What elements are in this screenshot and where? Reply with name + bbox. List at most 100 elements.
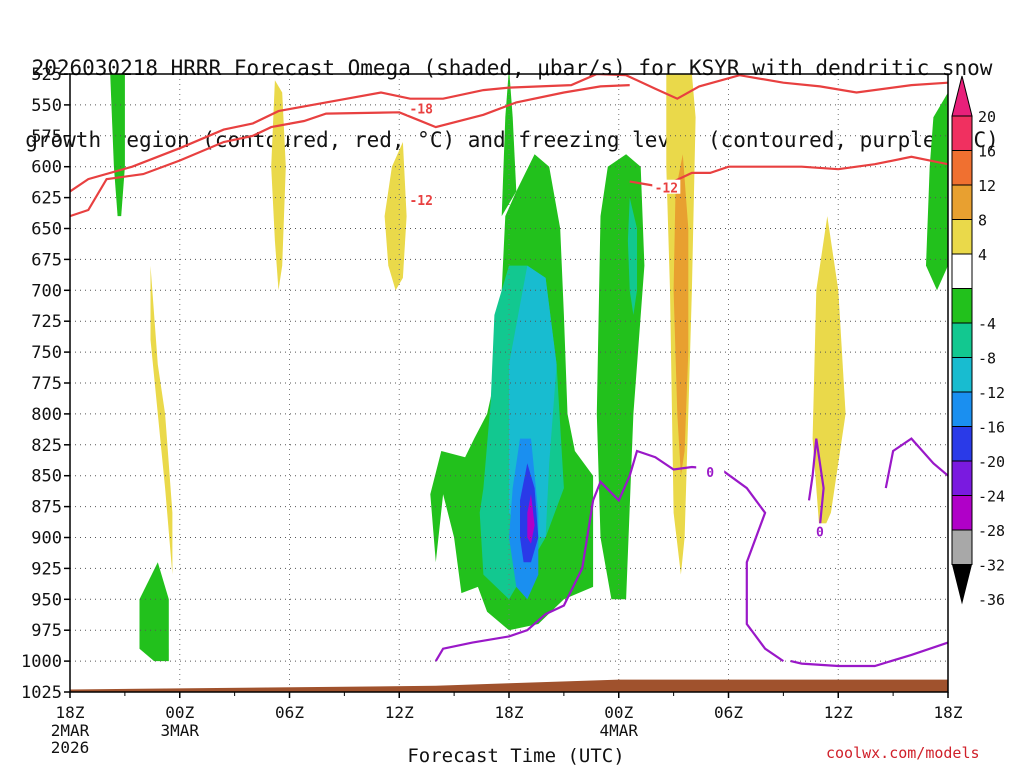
chart-title-line1: 2026030218 HRRR Forecast Omega (shaded, … <box>31 56 993 80</box>
omega-region-green-post-0z <box>596 154 645 600</box>
terrain-fill <box>70 679 948 692</box>
colorbar-bin <box>951 150 973 186</box>
x-tick-label: 06Z <box>275 703 304 722</box>
x-tick-label: 06Z <box>714 703 743 722</box>
colorbar-bin <box>951 391 973 427</box>
omega-region-yellow-06z <box>271 80 286 291</box>
colorbar-bin <box>951 115 973 151</box>
colorbar-label: 12 <box>978 177 996 195</box>
contour-label-bg <box>407 192 436 207</box>
omega-region-orange-post-0z <box>673 154 689 476</box>
contour-label: -18 <box>409 103 433 118</box>
y-tick-label: 625 <box>31 189 62 209</box>
y-tick-label: 975 <box>31 621 62 641</box>
colorbar-bin <box>951 495 973 531</box>
x-tick-label: 18Z <box>56 703 85 722</box>
y-tick-label: 800 <box>31 405 62 425</box>
x-tick-label: 00Z <box>165 703 194 722</box>
contour-label-bg <box>407 100 436 115</box>
credit-text: coolwx.com/models <box>826 744 980 762</box>
y-tick-label: 850 <box>31 467 62 487</box>
freezing-contour <box>434 449 785 663</box>
colorbar-bin <box>951 357 973 393</box>
omega-region-green-low-left <box>139 562 169 662</box>
axes: 525 550 575 600 625 650 675 700 725 750 775 800 825 8… <box>21 65 963 757</box>
colorbar-label: -32 <box>978 557 1005 575</box>
colorbar-label: 20 <box>978 108 996 126</box>
chart-title: 2026030218 HRRR Forecast Omega (shaded, … <box>0 8 1024 176</box>
y-tick-label: 575 <box>31 127 62 147</box>
y-tick-label: 1000 <box>21 652 62 672</box>
x-tick-label: 18Z <box>495 703 524 722</box>
colorbar-bin <box>951 426 973 462</box>
colorbar-bin <box>951 460 973 496</box>
omega-region-teal-post-0z <box>627 197 637 315</box>
y-tick-label: 950 <box>31 590 62 610</box>
colorbar-label: -12 <box>978 384 1005 402</box>
colorbar-label: -20 <box>978 453 1005 471</box>
colorbar-bin <box>951 253 973 289</box>
colorbar-bin <box>951 288 973 324</box>
omega-region-green-plume-top <box>501 74 517 217</box>
x-tick-year: 2026 <box>51 738 90 757</box>
x-tick-label: 18Z <box>934 703 963 722</box>
y-tick-label: 525 <box>31 65 62 85</box>
y-tick-label: 1025 <box>21 683 62 703</box>
y-tick-label: 875 <box>31 498 62 518</box>
colorbar-label: 16 <box>978 143 996 161</box>
contour-label: 0 <box>706 466 714 481</box>
omega-region-yellow-early <box>150 265 173 575</box>
omega-region-magenta-core <box>527 494 535 544</box>
y-tick-label: 650 <box>31 220 62 240</box>
y-tick-label: 750 <box>31 343 62 363</box>
colorbar-bin <box>951 322 973 358</box>
colorbar-label: -16 <box>978 419 1005 437</box>
plot-layer: -18 -12 -12 0 0 <box>70 74 948 692</box>
colorbar-label: -28 <box>978 522 1005 540</box>
colorbar-bottom-arrow <box>952 564 972 605</box>
y-tick-label: 675 <box>31 250 62 270</box>
x-tick-date: 3MAR <box>160 721 199 740</box>
colorbar-label: 8 <box>978 212 987 230</box>
contour-label-bg <box>652 179 681 194</box>
contour-label-bg <box>696 463 725 478</box>
colorbar-label: 4 <box>978 246 987 264</box>
omega-region-yellow-12z-left <box>384 142 407 291</box>
contour-label-bg <box>805 523 834 538</box>
y-tick-label: 725 <box>31 312 62 332</box>
x-tick-date: 4MAR <box>599 721 638 740</box>
plot-area: -18 -12 -12 0 0 <box>70 74 948 692</box>
dgz-contour <box>70 74 948 193</box>
x-tick-label: 00Z <box>604 703 633 722</box>
colorbar-label: -24 <box>978 488 1005 506</box>
colorbar-bin <box>951 219 973 255</box>
colorbar-label: -36 <box>978 591 1005 609</box>
x-tick-label: 12Z <box>385 703 414 722</box>
contour-label: 0 <box>816 525 824 540</box>
chart-title-line2: growth region (contoured, red, °C) and f… <box>25 128 999 152</box>
y-tick-label: 600 <box>31 158 62 178</box>
x-tick-label: 12Z <box>824 703 853 722</box>
y-tick-label: 550 <box>31 96 62 116</box>
colorbar: 20 16 12 8 4 -4 -8 -12 -16 -20 -24 -28 -32 -36 <box>951 75 1005 609</box>
y-tick-label: 925 <box>31 559 62 579</box>
contour-label: -12 <box>655 182 678 197</box>
omega-region-green-right-edge <box>926 92 948 291</box>
freezing-contour <box>884 437 948 489</box>
colorbar-label: -4 <box>978 315 996 333</box>
y-tick-label: 700 <box>31 281 62 301</box>
omega-region-green-left-band <box>110 74 125 217</box>
y-tick-label: 825 <box>31 436 62 456</box>
colorbar-bin <box>951 184 973 220</box>
dgz-contour <box>70 84 630 218</box>
y-tick-label: 900 <box>31 529 62 549</box>
freezing-contour <box>790 641 948 668</box>
x-axis-title: Forecast Time (UTC) <box>407 745 625 767</box>
colorbar-bin <box>951 529 973 565</box>
x-tick-date: 2MAR <box>51 721 90 740</box>
omega-region-yellow-12z <box>812 216 846 538</box>
colorbar-top-arrow <box>951 75 973 117</box>
contour-label: -12 <box>409 194 432 209</box>
y-tick-label: 775 <box>31 374 62 394</box>
